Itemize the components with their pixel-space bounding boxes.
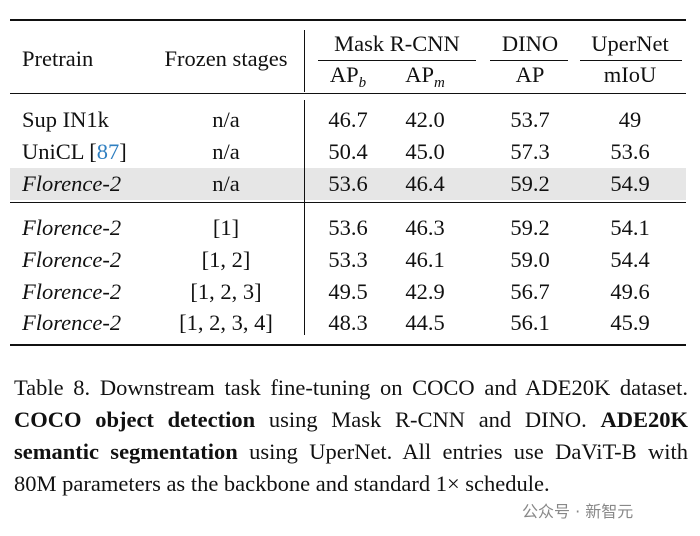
pretrain-text: Florence-2 <box>22 247 122 272</box>
value-cell: 42.9 <box>405 279 445 304</box>
group-rule <box>10 202 686 203</box>
header-rule <box>10 93 686 94</box>
value-cell: 56.7 <box>510 279 550 304</box>
sub-header-text: AP <box>405 62 434 87</box>
frozen-cell: [1, 2, 3] <box>190 279 262 304</box>
sub-header: APb <box>329 61 367 91</box>
value-cell: 59.0 <box>510 247 550 272</box>
group-header: DINO <box>501 31 559 56</box>
value-cell: 59.2 <box>510 215 550 240</box>
group-underline <box>580 60 682 61</box>
caption: Table 8. Downstream task fine-tuning on … <box>14 372 688 500</box>
value-cell: 53.7 <box>510 107 550 132</box>
value-cell: 45.0 <box>405 139 445 164</box>
value-cell: 54.4 <box>610 247 650 272</box>
value-cell: 54.1 <box>610 215 650 240</box>
value-cell: 50.4 <box>328 139 368 164</box>
value-cell: 49 <box>618 107 642 132</box>
value-cell: 46.1 <box>405 247 445 272</box>
frozen-cell: [1, 2, 3, 4] <box>179 310 273 335</box>
row-highlight <box>10 168 686 200</box>
value-cell: 46.7 <box>328 107 368 132</box>
value-cell: 57.3 <box>510 139 550 164</box>
pretrain-cell: Florence-2 <box>22 278 121 306</box>
caption-text: ADE20K semantic segmentation <box>14 407 688 464</box>
frozen-cell: [1, 2] <box>201 247 251 272</box>
value-cell: 46.3 <box>405 215 445 240</box>
pretrain-text: Florence-2 <box>22 279 122 304</box>
pretrain-cell: Florence-2 <box>22 170 121 198</box>
pretrain-cell: UniCL [87] <box>22 138 127 166</box>
sub-header: APm <box>405 61 445 91</box>
pretrain-cell: Sup IN1k <box>22 106 109 134</box>
frozen-cell: n/a <box>212 107 240 132</box>
bottom-rule <box>10 344 686 346</box>
group-underline <box>490 60 568 61</box>
value-cell: 56.1 <box>510 310 550 335</box>
watermark: 公众号 · 新智元 <box>518 496 638 524</box>
pretrain-cell: Florence-2 <box>22 214 121 242</box>
header-cell: Pretrain <box>22 46 94 71</box>
sub-header-text: AP <box>329 62 359 87</box>
caption-text: using Mask R-CNN and DINO. <box>255 407 601 432</box>
value-cell: 59.2 <box>510 171 550 196</box>
pretrain-text: ] <box>119 139 127 164</box>
value-cell: 45.9 <box>610 310 650 335</box>
value-cell: 53.6 <box>610 139 650 164</box>
header-cell: Frozen stages <box>164 46 288 71</box>
pretrain-text: UniCL [ <box>22 139 97 164</box>
value-cell: 49.5 <box>328 279 368 304</box>
subscript: m <box>433 75 445 91</box>
value-cell: 53.6 <box>328 215 368 240</box>
sub-header: mIoU <box>604 61 657 89</box>
value-cell: 49.6 <box>610 279 650 304</box>
subscript: b <box>358 75 367 91</box>
frozen-cell: [1] <box>212 215 240 240</box>
value-cell: 54.9 <box>610 171 650 196</box>
value-cell: 44.5 <box>405 310 445 335</box>
pretrain-text: 87 <box>96 139 120 164</box>
vertical-rule <box>304 100 305 335</box>
value-cell: 53.6 <box>328 171 368 196</box>
value-cell: 42.0 <box>405 107 445 132</box>
value-cell: 53.3 <box>328 247 368 272</box>
pretrain-text: Florence-2 <box>22 310 122 335</box>
sub-header-text: mIoU <box>603 62 657 87</box>
pretrain-cell: Florence-2 <box>22 309 121 337</box>
frozen-cell: n/a <box>212 171 240 196</box>
caption-text: Table 8. Downstream task fine-tuning on … <box>14 375 688 400</box>
group-underline <box>318 60 476 61</box>
sub-header-text: AP <box>515 62 545 87</box>
sub-header: AP <box>516 61 545 89</box>
top-rule <box>10 19 686 21</box>
caption-text: COCO object detection <box>14 407 256 432</box>
caption-text: using UperNet. All entries use DaViT-B w… <box>14 439 688 496</box>
value-cell: 48.3 <box>328 310 368 335</box>
pretrain-cell: Florence-2 <box>22 246 121 274</box>
vertical-rule <box>304 30 305 92</box>
pretrain-text: Sup IN1k <box>22 107 109 132</box>
frozen-cell: n/a <box>212 139 240 164</box>
pretrain-text: Florence-2 <box>22 215 122 240</box>
group-header: UperNet <box>591 31 669 56</box>
group-header: Mask R-CNN <box>334 31 460 56</box>
value-cell: 46.4 <box>405 171 445 196</box>
pretrain-text: Florence-2 <box>22 171 122 196</box>
